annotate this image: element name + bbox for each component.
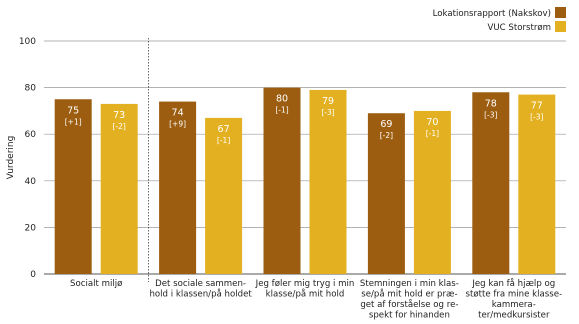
bar [54,99,92,274]
y-tick-label: 60 [25,130,37,140]
bars: 75[+1]73[-2]74[+9] 67[-1]80[-1]79[-3]69[-… [54,87,556,275]
y-tick-label: 40 [25,177,37,187]
y-tick-label: 0 [30,270,36,280]
y-tick-label: 80 [25,84,37,94]
bar-delta-label: [-3] [530,113,543,122]
bar-delta-label: [-1] [426,129,439,138]
bar-value-label: 77 [531,101,543,112]
bar-delta-label: [-1] [275,106,288,115]
legend-swatch [555,21,566,32]
x-axis: Socialt miljø Det sociale sammen-hold i k… [70,278,562,321]
x-tick-label: Det sociale sammen- [155,279,246,289]
x-tick-label: spekt for hinanden [369,311,450,321]
x-tick-label: Jeg føler mig tryg i min [255,279,355,289]
legend-label: Lokationsrapport (Nakskov) [433,9,551,19]
x-tick-label: Socialt miljø [70,279,122,289]
bar-delta-label: [+1] [65,117,82,126]
x-tick-label: ter/medkursister [478,311,550,321]
bar [413,110,451,275]
y-axis-label: Vurdering [6,136,16,180]
bar-delta-label: [-3] [321,108,334,117]
bar-value-label: 78 [485,98,497,109]
y-tick-label: 20 [25,223,37,233]
bar-delta-label: [-2] [380,131,393,140]
x-tick-label: støtte fra mine klasse- [465,290,562,300]
x-tick-label: klasse/på mit hold [266,289,345,300]
legend-swatch [555,7,566,18]
x-tick-label: Jeg kan få hjælp og [471,278,555,289]
y-tick-label: 100 [19,37,36,47]
bar-value-label: 70 [426,117,438,128]
bar-value-label: 73 [113,110,125,121]
bar-value-label: 67 [218,124,230,135]
bar-value-label: 69 [380,119,392,130]
bar [472,92,510,274]
x-tick-label: kammera- [492,300,536,310]
legend: Lokationsrapport (Nakskov) VUC Storstrøm [433,7,566,33]
x-tick-label: get af forståelse og re- [360,299,458,310]
bar [100,103,138,274]
legend-label: VUC Storstrøm [487,23,551,33]
x-tick-label: hold i klassen/på holdet [149,289,252,300]
bar [367,113,405,274]
x-tick-label: Stemningen i min klas- [360,279,459,289]
bar [205,117,243,274]
bar-delta-label: [+9] [169,120,186,129]
bar-value-label: 74 [172,108,184,119]
bar [518,94,556,274]
x-tick-label: se/på mit hold er præ- [361,289,457,300]
bar-delta-label: [-3] [484,110,497,119]
bar-delta-label: [-2] [113,122,126,131]
bar-delta-label: [-1] [217,136,230,145]
bar [263,87,301,274]
bar-value-label: 80 [276,94,288,105]
bar-value-label: 79 [322,96,334,107]
bar-value-label: 75 [67,105,79,116]
y-axis: 0 20 40 60 80 100 Vurdering [6,37,36,280]
bar [309,89,347,275]
bar [159,101,197,274]
